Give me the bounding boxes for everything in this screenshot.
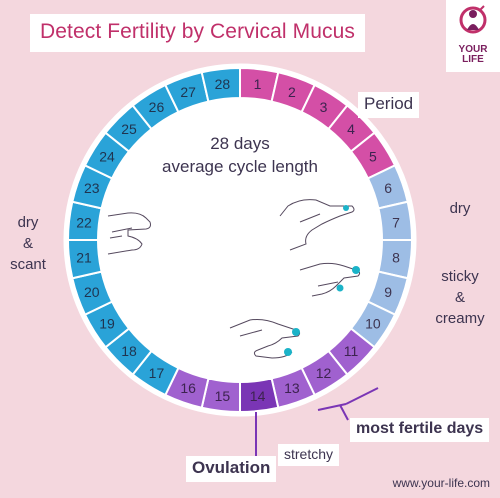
day-number-11: 11	[344, 343, 359, 359]
dry-scant-label: dry & scant	[10, 214, 46, 273]
day-number-13: 13	[284, 380, 300, 396]
title-box: Detect Fertility by Cervical Mucus	[30, 14, 365, 52]
day-number-14: 14	[250, 388, 266, 404]
day-number-19: 19	[99, 316, 115, 332]
day-number-28: 28	[215, 76, 231, 92]
page-title: Detect Fertility by Cervical Mucus	[40, 20, 355, 43]
day-number-17: 17	[149, 365, 165, 381]
day-number-27: 27	[180, 84, 196, 100]
day-number-1: 1	[254, 76, 262, 92]
day-number-9: 9	[384, 284, 392, 300]
stretchy-label-box: stretchy	[278, 444, 340, 466]
ovulation-label-box: Ovulation	[186, 456, 277, 482]
day-number-7: 7	[392, 214, 400, 230]
day-number-4: 4	[347, 121, 355, 137]
day-number-18: 18	[121, 343, 137, 359]
fertile-bracket	[345, 387, 379, 405]
dry-label: dry	[449, 200, 471, 217]
footer-url: www.your-life.com	[392, 476, 490, 490]
fertile-bracket-tick	[339, 404, 349, 421]
day-number-5: 5	[369, 148, 377, 164]
hand-left-icon	[107, 212, 151, 255]
your-life-logo: YOUR LIFE	[446, 0, 500, 72]
day-number-8: 8	[392, 250, 400, 266]
fertile-bracket-2	[317, 403, 347, 411]
logo-text-line2: LIFE	[462, 54, 484, 65]
hand-dry-icon	[279, 199, 355, 251]
most-fertile-label: most fertile days	[356, 420, 484, 437]
day-number-15: 15	[215, 388, 231, 404]
day-number-6: 6	[384, 180, 392, 196]
ovulation-label: Ovulation	[192, 458, 271, 477]
most-fertile-label-box: most fertile days	[350, 418, 490, 442]
sticky-creamy-label: sticky & creamy	[435, 268, 485, 327]
hand-sticky-icon	[299, 262, 361, 297]
day-number-3: 3	[320, 99, 328, 115]
day-number-2: 2	[288, 84, 296, 100]
stretchy-label: stretchy	[284, 446, 334, 462]
day-number-25: 25	[121, 121, 137, 137]
logo-text-line1: YOUR	[458, 44, 488, 55]
day-number-23: 23	[84, 180, 100, 196]
period-label-box: Period	[358, 92, 420, 118]
center-text-average: average cycle length	[162, 157, 318, 176]
day-number-20: 20	[84, 284, 100, 300]
day-number-24: 24	[99, 148, 115, 164]
day-number-22: 22	[76, 214, 92, 230]
day-number-12: 12	[316, 365, 332, 381]
wheel-center	[98, 98, 382, 382]
hand-stretchy-icon	[229, 319, 301, 359]
day-number-16: 16	[180, 380, 196, 396]
day-number-10: 10	[365, 316, 381, 332]
center-text-days: 28 days	[210, 134, 270, 153]
logo-figure-icon	[459, 5, 487, 34]
period-label: Period	[364, 94, 414, 113]
day-number-26: 26	[149, 99, 165, 115]
day-number-21: 21	[76, 250, 92, 266]
